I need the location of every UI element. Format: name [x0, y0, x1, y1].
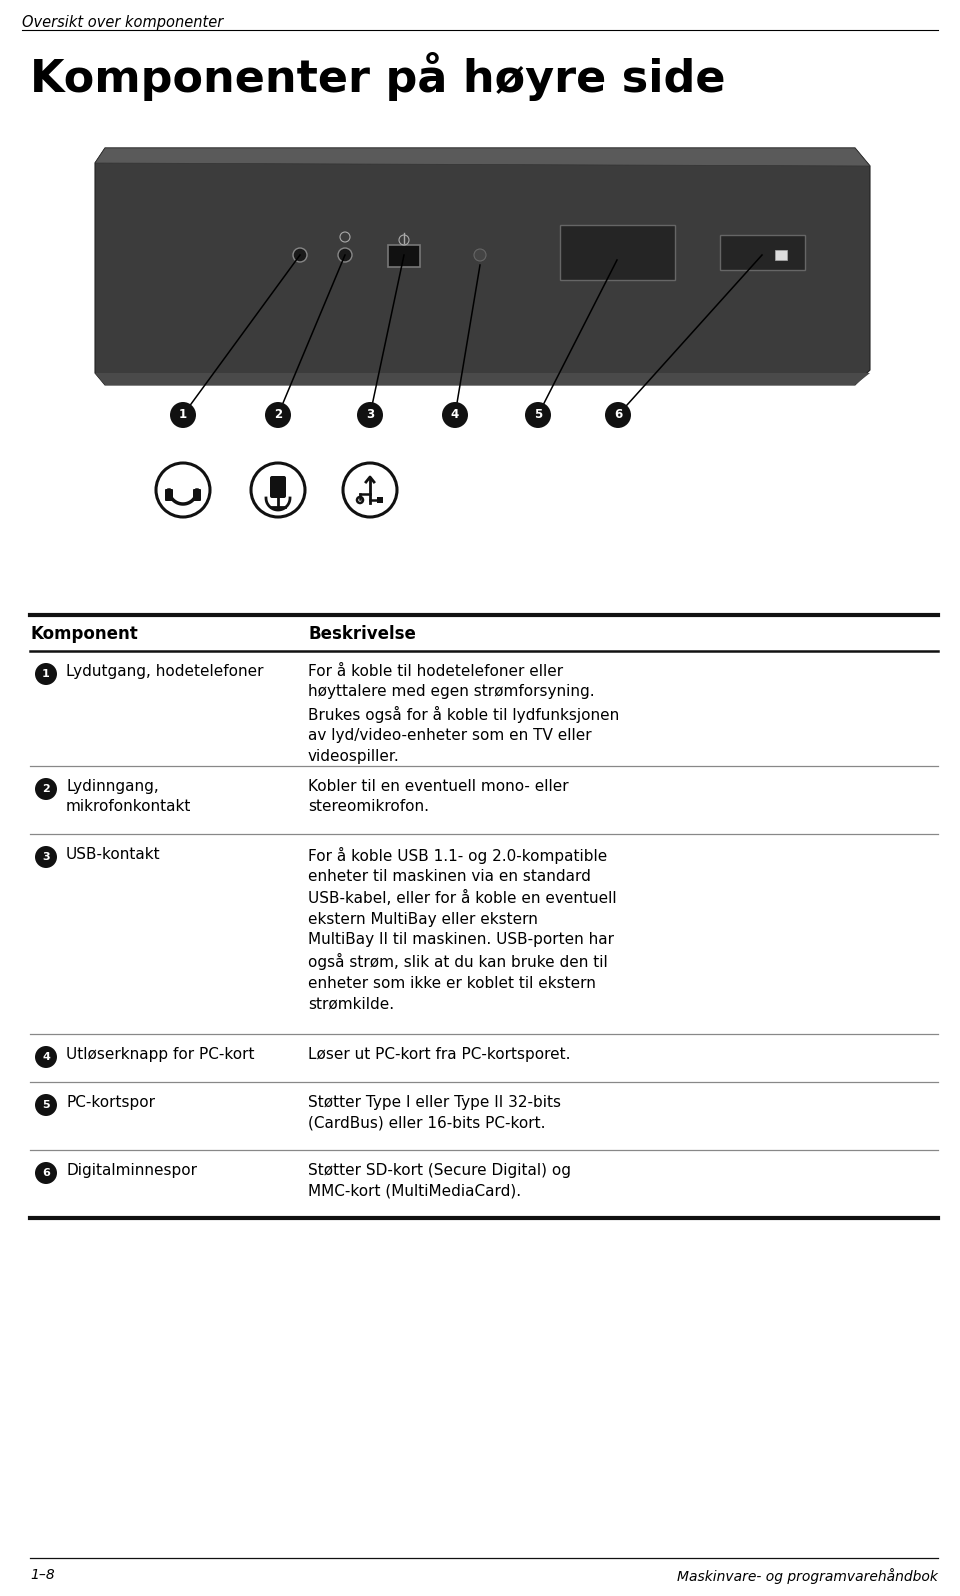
FancyBboxPatch shape — [775, 251, 787, 260]
Circle shape — [35, 846, 57, 868]
Circle shape — [474, 249, 486, 262]
Text: Støtter Type I eller Type II 32-bits
(CardBus) eller 16-bits PC-kort.: Støtter Type I eller Type II 32-bits (Ca… — [308, 1095, 561, 1130]
Text: Kobler til en eventuell mono- eller
stereomikrofon.: Kobler til en eventuell mono- eller ster… — [308, 779, 568, 814]
Circle shape — [605, 402, 631, 428]
Text: 3: 3 — [42, 852, 50, 862]
Circle shape — [170, 402, 196, 428]
Polygon shape — [95, 373, 870, 385]
Text: 4: 4 — [42, 1052, 50, 1061]
Text: 5: 5 — [42, 1100, 50, 1109]
Text: 1–8: 1–8 — [30, 1567, 55, 1582]
Text: Komponent: Komponent — [30, 626, 137, 643]
Text: 4: 4 — [451, 409, 459, 421]
Circle shape — [156, 463, 210, 517]
Text: Komponenter på høyre side: Komponenter på høyre side — [30, 53, 726, 101]
Text: Beskrivelse: Beskrivelse — [308, 626, 416, 643]
Circle shape — [35, 777, 57, 800]
Circle shape — [35, 1162, 57, 1184]
Circle shape — [35, 1093, 57, 1116]
Circle shape — [35, 662, 57, 685]
Text: Lydutgang, hodetelefoner: Lydutgang, hodetelefoner — [66, 664, 263, 678]
Text: USB-kontakt: USB-kontakt — [66, 847, 160, 862]
Circle shape — [338, 247, 352, 262]
Text: PC-kortspor: PC-kortspor — [66, 1095, 155, 1109]
FancyBboxPatch shape — [720, 235, 805, 270]
Polygon shape — [95, 148, 870, 385]
Circle shape — [251, 463, 305, 517]
FancyBboxPatch shape — [560, 225, 675, 279]
Circle shape — [35, 1045, 57, 1068]
Text: For å koble til hodetelefoner eller
høyttalere med egen strømforsyning.
Brukes o: For å koble til hodetelefoner eller høyt… — [308, 664, 619, 763]
FancyBboxPatch shape — [270, 476, 286, 498]
Text: 6: 6 — [42, 1168, 50, 1178]
Text: Støtter SD-kort (Secure Digital) og
MMC-kort (MultiMediaCard).: Støtter SD-kort (Secure Digital) og MMC-… — [308, 1163, 571, 1199]
Text: Oversikt over komponenter: Oversikt over komponenter — [22, 14, 224, 30]
Text: Lydinngang,
mikrofonkontakt: Lydinngang, mikrofonkontakt — [66, 779, 191, 814]
Text: 3: 3 — [366, 409, 374, 421]
Text: 1: 1 — [42, 669, 50, 678]
Circle shape — [293, 247, 307, 262]
FancyBboxPatch shape — [388, 246, 420, 267]
Circle shape — [442, 402, 468, 428]
FancyBboxPatch shape — [377, 496, 383, 503]
Text: Maskinvare- og programvarehåndbok: Maskinvare- og programvarehåndbok — [677, 1567, 938, 1583]
Text: Digitalminnespor: Digitalminnespor — [66, 1163, 197, 1178]
Polygon shape — [95, 148, 870, 166]
Circle shape — [357, 402, 383, 428]
FancyBboxPatch shape — [165, 488, 173, 501]
FancyBboxPatch shape — [193, 488, 201, 501]
Text: 2: 2 — [274, 409, 282, 421]
Text: 2: 2 — [42, 784, 50, 793]
Text: For å koble USB 1.1- og 2.0-kompatible
enheter til maskinen via en standard
USB-: For å koble USB 1.1- og 2.0-kompatible e… — [308, 847, 616, 1012]
Circle shape — [265, 402, 291, 428]
Text: 1: 1 — [179, 409, 187, 421]
Text: 6: 6 — [613, 409, 622, 421]
Circle shape — [525, 402, 551, 428]
Text: 5: 5 — [534, 409, 542, 421]
Text: Utløserknapp for PC-kort: Utløserknapp for PC-kort — [66, 1047, 254, 1061]
Circle shape — [343, 463, 397, 517]
Text: Løser ut PC-kort fra PC-kortsporet.: Løser ut PC-kort fra PC-kortsporet. — [308, 1047, 570, 1061]
